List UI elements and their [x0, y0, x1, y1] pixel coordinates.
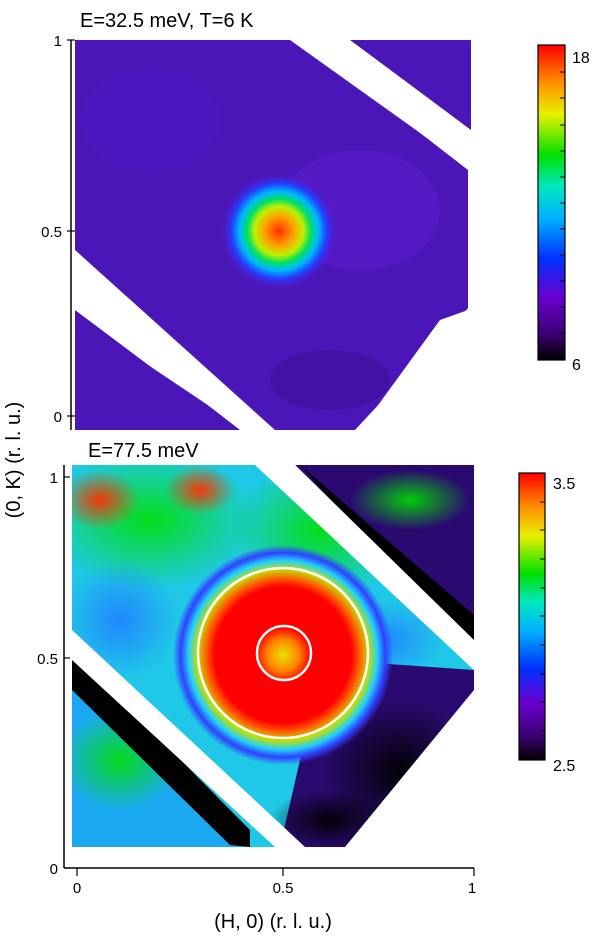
top-heatmap: E=32.5 meV, T=6 K 1 0.5 0 — [41, 10, 471, 430]
outer-circle — [196, 566, 370, 740]
x-tick-label-0.5: 0.5 — [273, 880, 294, 897]
bottom-heatmap: E=77.5 meV — [37, 440, 476, 897]
x-axis-label: (H, 0) (r. l. u.) — [214, 911, 332, 933]
top-y-tick-label-0: 0 — [54, 409, 62, 426]
x-tick-label-0: 0 — [73, 880, 81, 897]
top-outside-br — [355, 305, 471, 430]
bottom-y-tick-label-0: 0 — [50, 861, 58, 878]
bottom-y-tick-label-0.5: 0.5 — [37, 651, 58, 668]
top-y-tick-label-0.5: 0.5 — [41, 224, 62, 241]
top-panel-title: E=32.5 meV, T=6 K — [80, 10, 254, 32]
top-gap-lower — [75, 250, 275, 430]
bottom-ring — [173, 545, 393, 765]
top-left-strip — [75, 310, 235, 430]
bottom-colorbar: 3.5 2.5 — [518, 472, 575, 775]
top-colorbar: 18 6 — [537, 44, 590, 374]
x-tick-label-1: 1 — [468, 880, 476, 897]
bottom-gap-upper — [255, 465, 474, 670]
top-colorbar-max-label: 18 — [572, 50, 590, 67]
bottom-panel-title: E=77.5 meV — [88, 440, 199, 462]
top-gap-upper — [290, 40, 471, 165]
bottom-colorbar-max-label: 3.5 — [553, 476, 575, 493]
bottom-y-tick-label-1: 1 — [50, 470, 58, 487]
top-right-strip — [350, 40, 471, 130]
bottom-heatmap-image — [72, 465, 474, 847]
top-heatmap-image — [75, 40, 471, 430]
bottom-colorbar-min-label: 2.5 — [553, 758, 575, 775]
inner-circle — [255, 624, 313, 682]
top-y-tick-label-1: 1 — [54, 33, 62, 50]
bottom-outside-br — [345, 690, 474, 847]
top-peak — [221, 173, 337, 289]
bottom-gap-lower — [72, 630, 305, 847]
top-colorbar-min-label: 6 — [572, 357, 581, 374]
y-axis-label: (0, K) (r. l. u.) — [3, 402, 25, 519]
